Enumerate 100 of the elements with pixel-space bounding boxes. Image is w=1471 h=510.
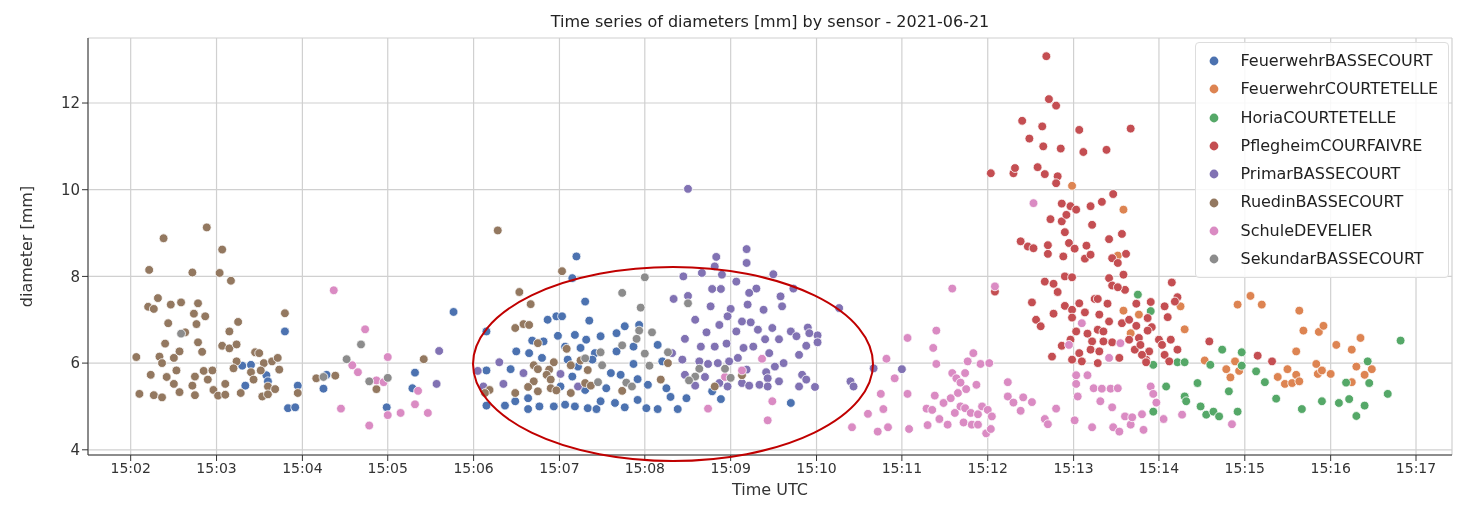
point xyxy=(1294,305,1305,316)
point xyxy=(684,375,694,386)
point xyxy=(1192,378,1203,388)
point xyxy=(1133,289,1143,300)
point xyxy=(1217,344,1227,355)
y-tick-label: 6 xyxy=(70,354,80,373)
x-tick-label: 15:16 xyxy=(1310,459,1351,476)
x-tick-label: 15:11 xyxy=(881,459,923,476)
point xyxy=(1251,366,1261,377)
point xyxy=(1272,372,1283,382)
point xyxy=(635,302,646,313)
point xyxy=(1318,321,1329,331)
legend-label: FeuerwehrBASSECOURT xyxy=(1240,50,1433,72)
x-tick-label: 15:04 xyxy=(282,459,323,476)
point xyxy=(1382,389,1393,399)
point xyxy=(1118,204,1129,215)
point xyxy=(1260,377,1270,387)
point xyxy=(1359,370,1370,380)
point xyxy=(644,360,655,371)
point xyxy=(1294,376,1305,387)
point xyxy=(1179,357,1190,368)
point xyxy=(1364,378,1375,388)
point xyxy=(1359,400,1370,411)
point xyxy=(1221,364,1232,374)
y-tick-label: 10 xyxy=(60,181,80,200)
point xyxy=(580,353,590,364)
point xyxy=(1232,299,1243,310)
point xyxy=(1225,372,1236,383)
point xyxy=(341,354,352,364)
point xyxy=(1256,299,1267,310)
point xyxy=(627,381,637,392)
point xyxy=(647,327,657,338)
x-tick-label: 15:05 xyxy=(367,459,408,476)
y-tick-label: 4 xyxy=(70,441,80,460)
point xyxy=(382,373,393,383)
point xyxy=(1355,333,1366,343)
legend-label: PrimarBASSECOURT xyxy=(1240,163,1401,186)
point xyxy=(1291,346,1302,357)
x-tick-label: 15:06 xyxy=(453,459,494,476)
x-tick-label: 15:07 xyxy=(539,459,580,476)
x-tick-label: 15:10 xyxy=(796,459,837,476)
legend-label: RuedinBASSECOURT xyxy=(1240,191,1404,214)
y-tick-label: 8 xyxy=(70,267,80,286)
point xyxy=(663,347,673,358)
x-tick-label: 15:17 xyxy=(1395,459,1437,476)
legend-label: SchuleDEVELIER xyxy=(1240,219,1373,242)
point xyxy=(617,288,627,298)
point xyxy=(1224,386,1234,397)
point xyxy=(1245,291,1256,301)
point xyxy=(634,325,644,336)
point xyxy=(725,373,736,383)
point xyxy=(1134,309,1144,320)
x-tick-label: 15:14 xyxy=(1138,459,1180,476)
point xyxy=(1148,406,1159,417)
point xyxy=(1297,404,1307,414)
point xyxy=(1395,335,1406,346)
point xyxy=(1195,401,1206,412)
x-tick-label: 15:12 xyxy=(967,459,1008,476)
point xyxy=(1271,393,1281,404)
point xyxy=(1351,411,1362,421)
point xyxy=(720,363,730,374)
point xyxy=(1118,305,1129,316)
point xyxy=(595,347,606,358)
x-axis-title: Time UTC xyxy=(731,480,808,499)
point xyxy=(1341,377,1351,388)
point xyxy=(1179,324,1190,335)
point xyxy=(1067,181,1077,191)
point xyxy=(1311,359,1322,369)
point xyxy=(1282,364,1293,374)
point xyxy=(1366,364,1377,374)
legend-label: SekundarBASSECOURT xyxy=(1240,248,1424,271)
x-tick-label: 15:13 xyxy=(1053,459,1094,476)
point xyxy=(640,272,650,283)
point xyxy=(1181,396,1191,407)
legend-label: PflegheimCOURFAIVRE xyxy=(1240,134,1423,157)
point xyxy=(1346,344,1357,355)
point xyxy=(1161,381,1171,392)
legend-label: HoriaCOURTETELLE xyxy=(1240,106,1397,129)
point xyxy=(597,360,607,371)
x-tick-label: 15:09 xyxy=(710,459,751,476)
point xyxy=(694,363,705,374)
point xyxy=(364,376,375,387)
chart-title: Time series of diameters [mm] by sensor - 2021-06-21 xyxy=(549,12,991,31)
point xyxy=(1344,394,1354,404)
point xyxy=(617,340,627,351)
point xyxy=(593,377,603,387)
point xyxy=(1325,369,1336,379)
x-tick-label: 15:02 xyxy=(110,459,151,476)
point xyxy=(1317,365,1327,376)
point xyxy=(1331,340,1342,350)
point xyxy=(1362,356,1373,367)
point xyxy=(1214,411,1224,422)
x-tick-label: 15:08 xyxy=(624,459,665,476)
x-tick-label: 15:03 xyxy=(196,459,237,476)
point xyxy=(176,328,186,339)
y-axis-title: diameter [mm] xyxy=(16,185,36,308)
point xyxy=(356,339,366,350)
point xyxy=(640,348,650,359)
y-tick-label: 12 xyxy=(60,94,80,113)
point xyxy=(1334,398,1344,408)
